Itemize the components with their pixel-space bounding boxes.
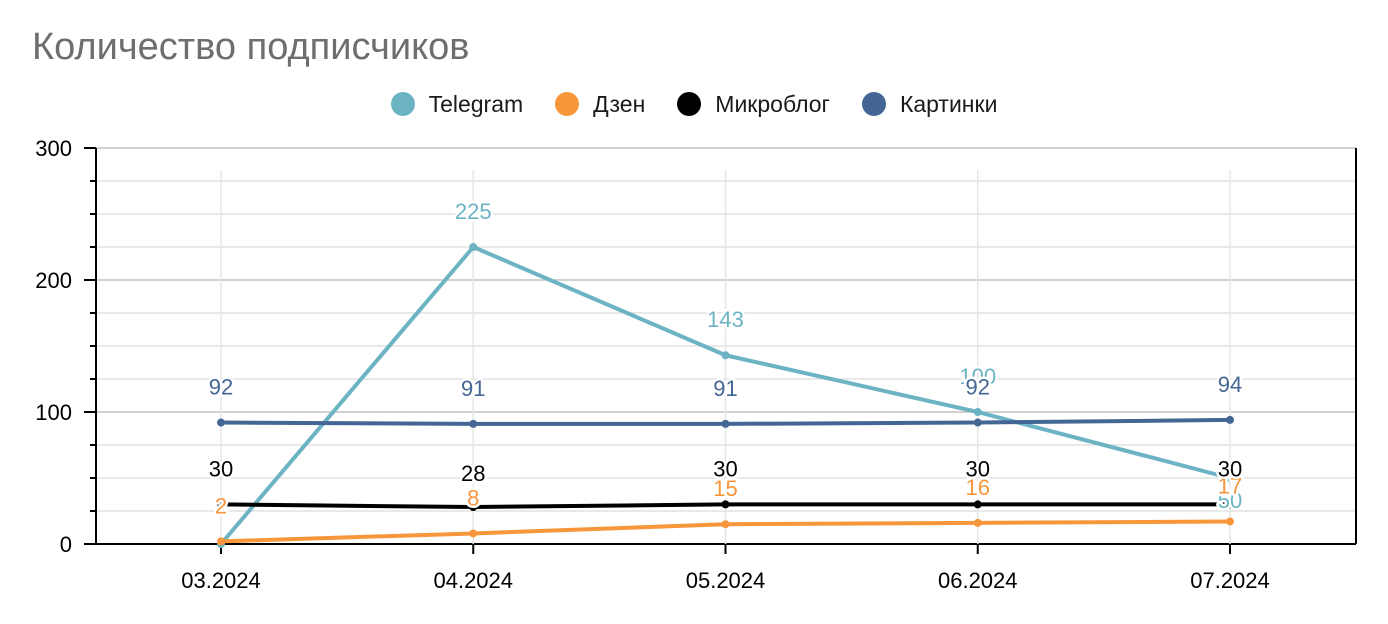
legend-item-microblog[interactable]: Микроблог <box>677 91 830 118</box>
legend-label-microblog: Микроблог <box>715 90 830 117</box>
legend-label-dzen: Дзен <box>593 90 646 117</box>
legend: Telegram Дзен Микроблог Картинки <box>0 86 1388 122</box>
data-label-halo: 28 <box>461 461 485 486</box>
legend-label-kartinki: Картинки <box>899 90 998 117</box>
data-label: 30 <box>966 456 990 481</box>
data-label: 2 <box>215 493 227 518</box>
data-label-halo: 94 <box>1218 372 1242 397</box>
data-label: 15 <box>713 476 737 501</box>
legend-label-telegram: Telegram <box>428 90 524 117</box>
data-label: 50 <box>1218 488 1242 513</box>
legend-item-kartinki[interactable]: Картинки <box>861 90 998 118</box>
data-point-3 <box>1226 415 1234 424</box>
data-label: 100 <box>959 364 996 389</box>
data-label: 94 <box>1218 372 1242 397</box>
data-label-halo: 100 <box>959 364 996 389</box>
legend-item-telegram[interactable]: Telegram <box>390 90 524 118</box>
x-tick-label: 05.2024 <box>686 568 766 593</box>
data-point-1 <box>1226 517 1234 526</box>
legend-item-dzen[interactable]: Дзен <box>555 91 645 118</box>
data-label: 92 <box>209 375 233 400</box>
data-point-0 <box>973 408 982 416</box>
data-label-halo: 91 <box>461 376 485 401</box>
data-point-3 <box>217 418 225 427</box>
data-label-halo: 15 <box>713 476 737 501</box>
data-point-0 <box>469 243 478 251</box>
data-point-1 <box>217 537 225 546</box>
x-tick-label: 04.2024 <box>433 568 513 593</box>
data-label: 17 <box>1218 474 1242 499</box>
data-label-halo: 30 <box>1218 456 1242 481</box>
data-label: 225 <box>455 199 492 224</box>
data-label-halo: 30 <box>209 456 233 481</box>
axis-layer: 0 100 200 300 03.2024 04.2024 05.2024 06.2024 07… <box>35 136 1357 593</box>
data-point-1 <box>973 518 982 527</box>
data-label: 16 <box>966 475 990 500</box>
data-label-halo: 8 <box>467 485 479 510</box>
data-label: 92 <box>966 375 990 400</box>
data-label: 143 <box>707 307 744 332</box>
data-label-halo: 17 <box>1218 474 1242 499</box>
data-label-halo: 2 <box>215 493 227 518</box>
data-label-halo: 30 <box>713 456 737 481</box>
data-label-halo: 225 <box>455 199 492 224</box>
data-label-halo: 30 <box>966 456 990 481</box>
data-point-1 <box>469 529 478 538</box>
y-tick-label: 0 <box>60 532 72 557</box>
data-point-0 <box>1226 474 1234 482</box>
y-tick-label: 100 <box>35 400 72 425</box>
data-point-2 <box>1226 500 1234 509</box>
data-label-halo: 91 <box>713 376 737 401</box>
data-label: 30 <box>713 456 737 481</box>
data-point-3 <box>721 419 730 428</box>
y-tick-label: 200 <box>35 268 72 293</box>
data-point-2 <box>721 500 730 509</box>
data-label: 91 <box>461 376 485 401</box>
data-label-halo: 16 <box>966 475 990 500</box>
data-point-3 <box>469 419 478 428</box>
series-layer <box>217 243 1234 548</box>
data-label-halo: 92 <box>966 375 990 400</box>
data-label: 8 <box>467 485 479 510</box>
y-tick-label: 300 <box>35 136 72 161</box>
legend-marker-telegram <box>390 92 415 116</box>
data-label-halo: 92 <box>209 375 233 400</box>
data-label: 30 <box>209 456 233 481</box>
x-tick-label: 03.2024 <box>181 568 261 593</box>
data-label: 30 <box>1218 456 1242 481</box>
data-label-halo: 143 <box>707 307 744 332</box>
data-label: 91 <box>713 376 737 401</box>
data-point-1 <box>721 520 730 529</box>
data-point-3 <box>973 418 982 427</box>
x-tick-label: 06.2024 <box>938 568 1018 593</box>
data-label-halo: 50 <box>1218 488 1242 513</box>
data-point-2 <box>973 500 982 509</box>
chart-title: Количество подписчиков <box>32 26 470 68</box>
x-tick-label: 07.2024 <box>1190 568 1270 593</box>
legend-marker-kartinki <box>861 92 886 116</box>
data-label: 28 <box>461 461 485 486</box>
data-point-2 <box>469 503 478 512</box>
data-point-0 <box>721 351 730 360</box>
legend-marker-microblog <box>677 92 702 116</box>
legend-marker-dzen <box>555 92 580 116</box>
data-point-2 <box>217 500 225 509</box>
